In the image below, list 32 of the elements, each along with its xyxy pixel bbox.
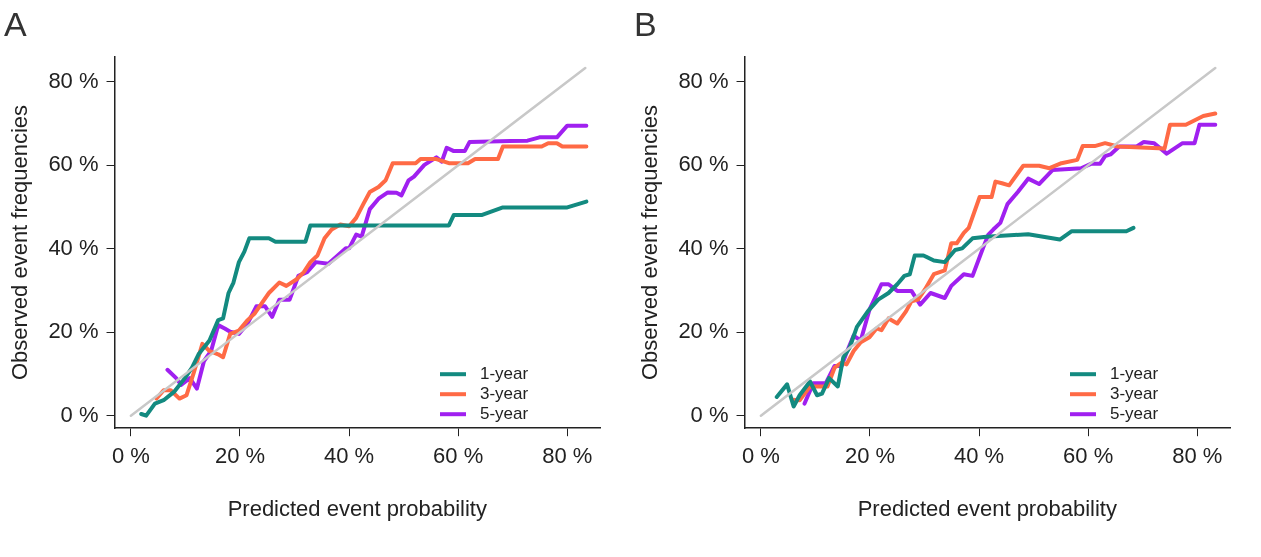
legend-label: 1-year bbox=[1110, 363, 1159, 383]
x-tick-label: 0 % bbox=[111, 443, 150, 469]
x-tick-label: 40 % bbox=[954, 443, 1005, 469]
x-tick-label: 80 % bbox=[1172, 443, 1223, 469]
legend-label: 3-year bbox=[480, 383, 529, 403]
x-axis-title: Predicted event probability bbox=[227, 495, 487, 521]
x-tick-label: 20 % bbox=[214, 443, 266, 469]
y-axis-title: Observed event frequencies bbox=[7, 104, 33, 381]
y-axis-title: Observed event frequencies bbox=[637, 104, 663, 381]
chart-title: B bbox=[634, 4, 657, 43]
x-tick-label: 60 % bbox=[433, 443, 484, 469]
y-tick-label: 40 % bbox=[48, 234, 99, 260]
y-tick-label: 80 % bbox=[48, 67, 99, 93]
y-tick-label: 20 % bbox=[678, 318, 729, 344]
x-tick-label: 20 % bbox=[844, 443, 896, 469]
legend-label: 5-year bbox=[1110, 403, 1159, 423]
y-tick-label: 20 % bbox=[48, 318, 99, 344]
legend-label: 1-year bbox=[480, 363, 529, 383]
x-tick-label: 80 % bbox=[542, 443, 593, 469]
legend-label: 3-year bbox=[1110, 383, 1159, 403]
y-tick-label: 40 % bbox=[678, 234, 729, 260]
y-tick-label: 60 % bbox=[48, 151, 99, 177]
x-tick-label: 60 % bbox=[1063, 443, 1114, 469]
x-tick-label: 40 % bbox=[324, 443, 375, 469]
legend-label: 5-year bbox=[480, 403, 529, 423]
x-axis-title: Predicted event probability bbox=[857, 495, 1117, 521]
y-tick-label: 60 % bbox=[678, 151, 729, 177]
y-tick-label: 0 % bbox=[690, 401, 729, 427]
chart-title: A bbox=[4, 4, 27, 43]
y-tick-label: 80 % bbox=[678, 67, 729, 93]
x-tick-label: 0 % bbox=[741, 443, 780, 469]
y-tick-label: 0 % bbox=[60, 401, 99, 427]
